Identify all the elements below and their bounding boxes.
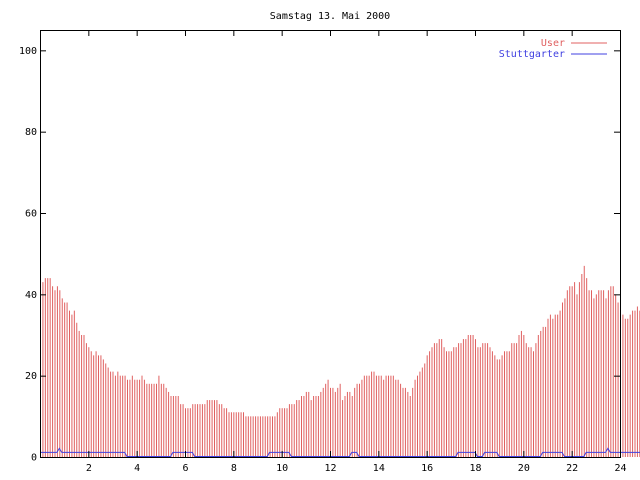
- x-tick-label: 12: [324, 463, 336, 474]
- axis-ticks: [40, 30, 621, 458]
- x-tick-label: 24: [614, 463, 626, 474]
- x-axis-tick-labels: 2 4 6 8 10 12 14 16 18 20 22 24: [86, 463, 627, 474]
- x-tick-label: 22: [566, 463, 578, 474]
- y-axis-tick-labels: 0 20 40 60 80 100: [19, 46, 37, 464]
- y-tick-label: 100: [19, 46, 37, 57]
- x-tick-label: 10: [276, 463, 288, 474]
- x-tick-label: 16: [421, 463, 433, 474]
- user-impulse-bars: [40, 265, 640, 457]
- y-tick-label: 60: [25, 209, 37, 220]
- x-tick-label: 2: [86, 463, 92, 474]
- y-tick-label: 0: [31, 453, 37, 464]
- x-tick-label: 14: [373, 463, 385, 474]
- x-tick-label: 20: [518, 463, 530, 474]
- y-tick-label: 20: [25, 371, 37, 382]
- legend-label-stuttgarter: Stuttgarter: [499, 49, 565, 60]
- x-tick-label: 6: [182, 463, 188, 474]
- stuttgarter-series-line: [40, 447, 640, 457]
- y-tick-label: 80: [25, 127, 37, 138]
- x-tick-label: 8: [231, 463, 237, 474]
- legend: User Stuttgarter: [499, 38, 607, 60]
- x-tick-label: 18: [469, 463, 481, 474]
- y-tick-label: 40: [25, 290, 37, 301]
- x-tick-label: 4: [134, 463, 140, 474]
- legend-label-user: User: [541, 38, 565, 49]
- chart-title: Samstag 13. Mai 2000: [270, 11, 390, 22]
